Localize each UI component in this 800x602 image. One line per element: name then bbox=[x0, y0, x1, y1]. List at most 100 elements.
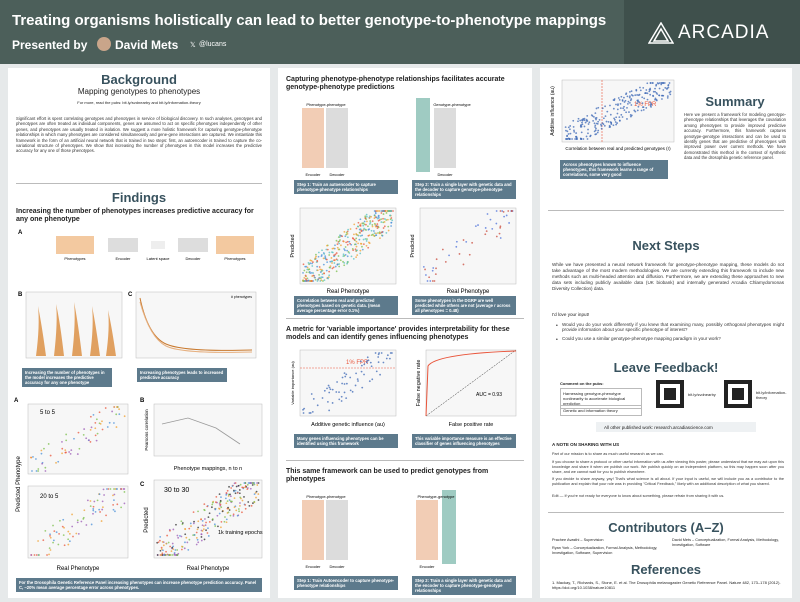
scatter-dot bbox=[355, 372, 357, 375]
scatter-dot bbox=[161, 540, 164, 543]
scatter-dot bbox=[370, 229, 373, 232]
scatter-dot bbox=[380, 212, 383, 214]
scatter-dot bbox=[338, 248, 341, 251]
presenter-label: Presented by bbox=[12, 38, 88, 52]
scatter-dot bbox=[577, 120, 579, 123]
bullet-dot: • bbox=[556, 323, 558, 329]
scatter-dot bbox=[385, 212, 388, 214]
scatter-dot bbox=[73, 437, 75, 440]
scatter-dot bbox=[609, 113, 612, 116]
scatter-dot bbox=[357, 242, 360, 245]
scatter-dot bbox=[181, 545, 183, 548]
scatter-dot bbox=[491, 227, 494, 230]
scatter-dot bbox=[312, 398, 315, 400]
scatter-dot bbox=[594, 126, 596, 128]
contributors-heading: Contributors (A–Z) bbox=[608, 520, 724, 535]
contributor: David Mets – Conceptualization, Formal A… bbox=[672, 538, 779, 547]
scatter-dot bbox=[320, 268, 323, 271]
scatter-dot bbox=[581, 121, 583, 124]
scatter-dot bbox=[365, 244, 368, 247]
scatter-dot bbox=[331, 388, 334, 391]
scatter-dot bbox=[315, 261, 318, 264]
scatter-dot bbox=[372, 230, 375, 232]
other-work[interactable]: All other published work: research.arcad… bbox=[596, 422, 756, 432]
scatter-dot bbox=[316, 280, 319, 282]
scatter-dot bbox=[62, 534, 65, 536]
scatter-dot bbox=[356, 225, 359, 228]
scatter-dot bbox=[319, 280, 322, 282]
scatter-dot bbox=[179, 534, 181, 537]
pub-link[interactable]: Genetic and information theory bbox=[560, 405, 642, 416]
scatter-dot bbox=[380, 218, 383, 221]
scatter-dot bbox=[341, 235, 344, 238]
scatter-dot bbox=[608, 124, 611, 127]
scatter-dot bbox=[369, 220, 372, 222]
scatter-dot bbox=[382, 227, 385, 229]
scatter-dot bbox=[567, 137, 570, 140]
scatter-dot bbox=[508, 222, 510, 224]
scatter-dot bbox=[302, 271, 304, 274]
scatter-dot bbox=[644, 92, 647, 95]
scatter-dot bbox=[580, 131, 583, 134]
scatter-dot bbox=[366, 238, 368, 240]
scatter-dot bbox=[49, 536, 52, 539]
scatter-dot bbox=[306, 268, 309, 271]
scatter-dot bbox=[80, 520, 83, 523]
scatter-dot bbox=[592, 119, 595, 122]
scatter-dot bbox=[303, 407, 306, 410]
scatter-dot bbox=[432, 267, 435, 269]
scatter-dot bbox=[343, 372, 346, 374]
diagram-label: Phenotypes bbox=[64, 256, 85, 261]
scatter-dot bbox=[239, 502, 241, 504]
scatter-dot bbox=[587, 132, 589, 135]
divider bbox=[548, 210, 784, 211]
scatter-dot bbox=[441, 248, 444, 251]
scatter-dot bbox=[76, 519, 79, 522]
scatter-dot bbox=[505, 214, 508, 217]
scatter-dot bbox=[650, 103, 652, 105]
scatter-dot bbox=[170, 550, 173, 553]
scatter-dot bbox=[238, 492, 241, 495]
scatter-dot bbox=[602, 117, 605, 120]
axis-title: Phenotype mappings, n to n bbox=[174, 466, 243, 472]
scatter-dot bbox=[375, 232, 377, 235]
qr-codes bbox=[656, 380, 752, 408]
scatter-dot bbox=[246, 488, 249, 491]
scatter-dot bbox=[608, 126, 611, 129]
scatter-dot bbox=[643, 97, 646, 100]
scatter-dot bbox=[116, 503, 119, 506]
scatter-dot bbox=[373, 222, 376, 225]
scatter-dot bbox=[314, 257, 317, 260]
axis-title: Pearsons correlation bbox=[144, 409, 149, 451]
scatter-dot bbox=[587, 128, 589, 131]
scatter-dot bbox=[370, 365, 373, 368]
scatter-dot bbox=[349, 389, 352, 392]
scatter-dot bbox=[307, 268, 310, 271]
scatter-dot bbox=[225, 502, 228, 505]
scatter-dot bbox=[77, 532, 80, 535]
scatter-dot bbox=[385, 210, 387, 212]
scatter-dot bbox=[637, 105, 640, 108]
scatter-dot bbox=[210, 506, 213, 509]
axis-title: Variable importance (au) bbox=[290, 361, 295, 405]
scatter-dot bbox=[208, 521, 211, 523]
scatter-dot bbox=[225, 492, 228, 494]
scatter-dot bbox=[49, 534, 51, 537]
scatter-dot bbox=[312, 280, 315, 282]
scatter-dot bbox=[355, 227, 358, 230]
pub-link[interactable]: Harnessing genotype-phenotype nonlineari… bbox=[560, 388, 642, 409]
sharing-paragraph: Edit — If you're not ready for everyone … bbox=[552, 494, 725, 498]
scatter-dot bbox=[309, 259, 312, 262]
scatter-dot bbox=[83, 428, 86, 430]
scatter-dot bbox=[567, 126, 570, 129]
scatter-dot bbox=[236, 491, 239, 494]
scatter-dot bbox=[332, 266, 335, 269]
scatter-dot bbox=[589, 135, 592, 138]
scatter-dot bbox=[324, 255, 327, 258]
scatter-dot bbox=[326, 387, 328, 390]
scatter-dot bbox=[327, 400, 329, 403]
annotation: 1% FPR bbox=[634, 102, 657, 108]
scatter-dot bbox=[302, 280, 304, 282]
figure-1: A Phenotypes Encoder Latent space Decode… bbox=[18, 230, 257, 359]
scatter-dot bbox=[197, 510, 199, 513]
